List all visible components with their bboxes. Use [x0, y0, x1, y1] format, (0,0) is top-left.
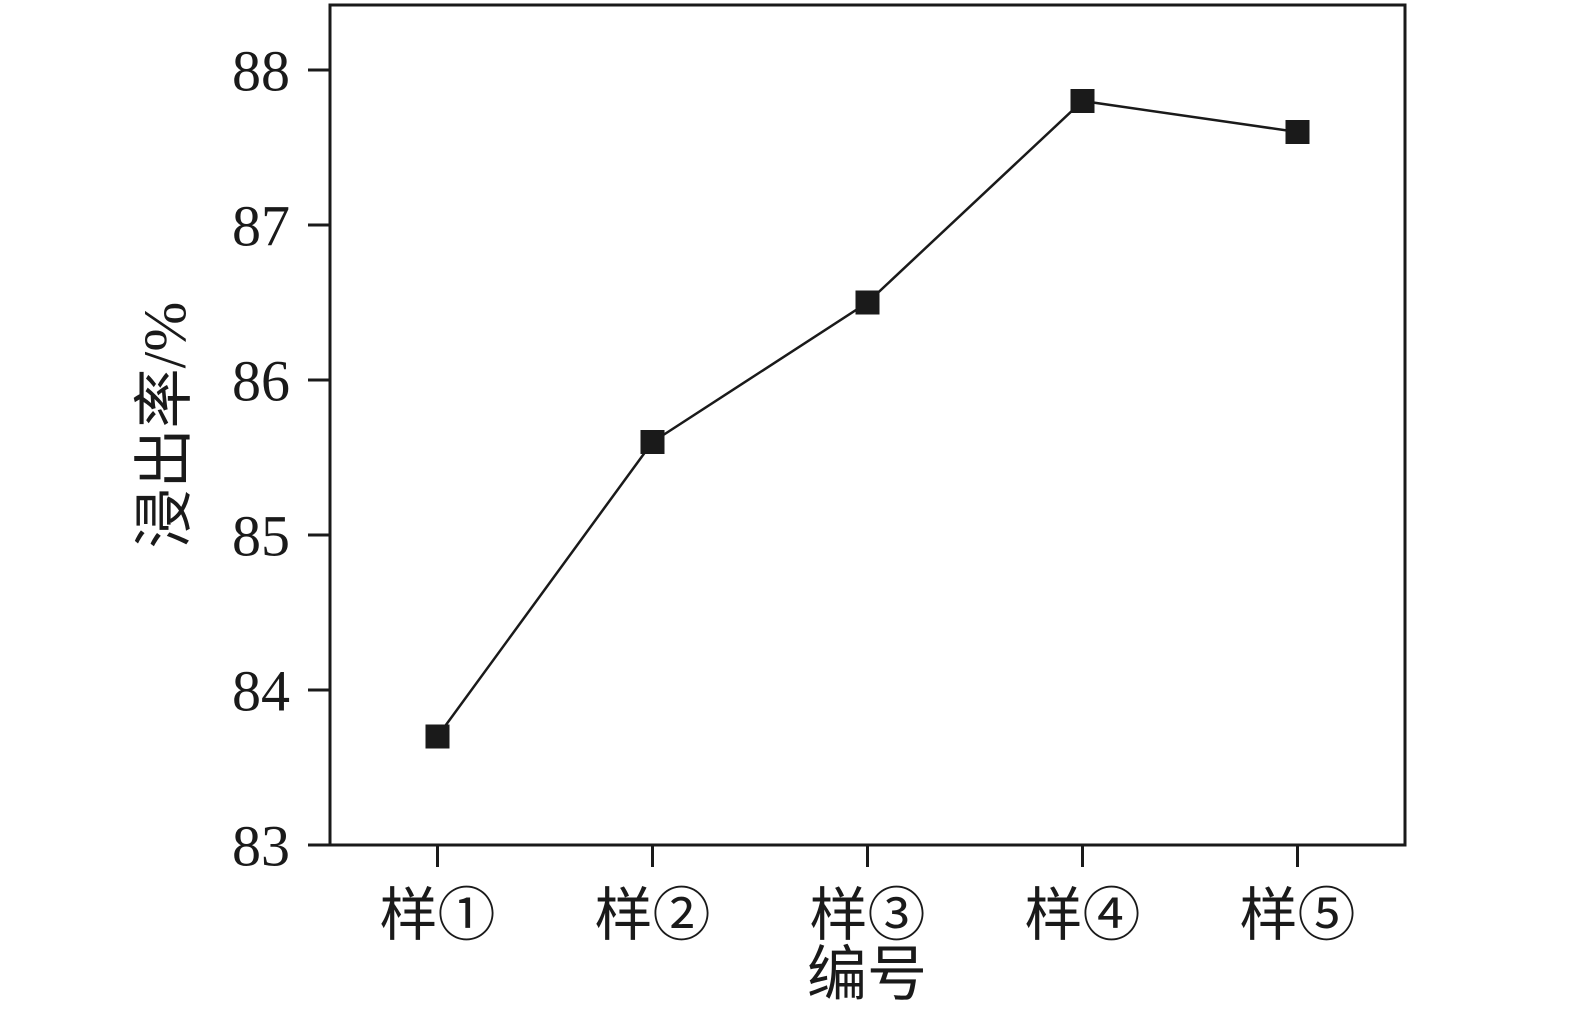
x-axis-label: 编号 [807, 942, 927, 1008]
x-tick-label: 样③ [809, 883, 925, 948]
data-point-marker [855, 290, 880, 315]
data-line [436, 99, 1298, 738]
y-tick-label: 88 [232, 38, 290, 103]
data-point-marker [425, 724, 450, 749]
y-tick-label: 86 [232, 348, 290, 413]
data-point-marker [1285, 120, 1310, 144]
data-point-marker [640, 430, 665, 454]
x-tick-label: 样② [594, 883, 710, 948]
y-tick-label: 87 [232, 193, 290, 258]
x-tick-label: 样⑤ [1239, 883, 1355, 948]
plot-layer: 83 84 85 86 87 88 样① 样② 样③ 样④ 样⑤ [232, 3, 1407, 948]
x-tick-label: 样④ [1024, 883, 1140, 948]
y-tick-label: 84 [232, 658, 290, 723]
y-axis-label: 浸出率/% [132, 302, 198, 549]
data-point-marker [1070, 89, 1095, 113]
y-tick-label: 85 [232, 503, 290, 568]
y-tick-label: 83 [232, 813, 290, 878]
x-tick-label: 样① [379, 883, 495, 948]
plot-frame [328, 3, 1407, 847]
